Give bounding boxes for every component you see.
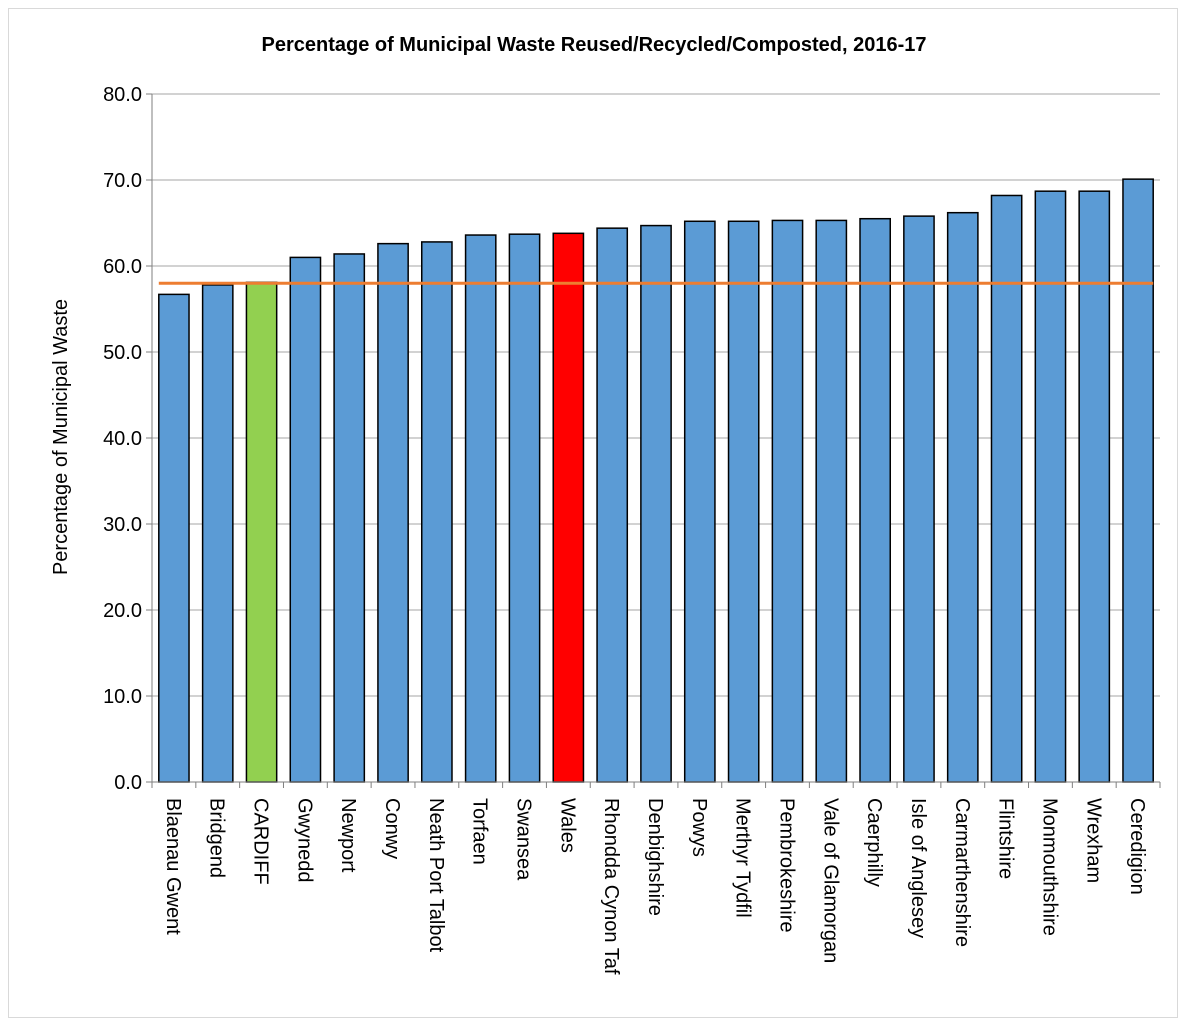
x-tick-label: Bridgend xyxy=(206,798,228,878)
bar-denbighshire xyxy=(640,224,672,783)
bar-swansea xyxy=(508,233,541,783)
x-tick-label: Caerphilly xyxy=(863,798,885,887)
x-tick-label: Neath Port Talbot xyxy=(425,798,447,953)
y-tick-label: 70.0 xyxy=(103,170,142,192)
bar-wales xyxy=(552,232,585,783)
x-tick-label: Pembrokeshire xyxy=(775,798,797,933)
x-tick-label: Denbighshire xyxy=(644,798,666,916)
bar-wrexham xyxy=(1078,190,1111,783)
bar-monmouthshire xyxy=(1034,190,1067,783)
bar-cardiff xyxy=(245,281,278,783)
y-tick-label: 0.0 xyxy=(114,772,142,794)
bar-ceredigion xyxy=(1122,178,1154,783)
bars xyxy=(158,178,1154,783)
bar-powys xyxy=(683,220,716,783)
y-tick-label: 50.0 xyxy=(103,342,142,364)
bar-bridgend xyxy=(201,284,234,783)
x-tick-label: Torfaen xyxy=(469,798,491,865)
x-tick-label: Isle of Anglesey xyxy=(907,798,929,938)
y-axis-label: Percentage of Municipal Waste xyxy=(50,299,72,575)
y-tick-label: 30.0 xyxy=(103,514,142,536)
bar-merthyr-tydfil xyxy=(727,220,760,783)
y-axis-ticks: 0.0 10.0 20.0 30.0 40.0 50.0 60.0 70.0 80.0 xyxy=(103,84,152,794)
x-tick-label: Gwynedd xyxy=(293,798,315,883)
bar-flintshire xyxy=(990,194,1023,783)
bar-neath-port-talbot xyxy=(420,241,453,783)
x-tick-label: Newport xyxy=(337,798,359,873)
bar-newport xyxy=(333,253,366,783)
bar-blaenau-gwent xyxy=(158,293,190,783)
bar-isle-of-anglesey xyxy=(903,215,935,783)
bar-vale-of-glamorgan xyxy=(815,219,848,783)
x-tick-label: Merthyr Tydfil xyxy=(732,798,754,918)
bar-conwy xyxy=(377,242,409,783)
x-tick-label: Powys xyxy=(688,798,710,857)
axes xyxy=(151,94,1161,788)
x-tick-label: Wales xyxy=(556,798,578,853)
x-tick-label: Carmarthenshire xyxy=(951,798,973,947)
y-tick-label: 80.0 xyxy=(103,84,142,106)
bar-rhondda-cynon-taf xyxy=(596,227,629,783)
x-tick-label: Monmouthshire xyxy=(1038,798,1060,936)
bar-pembrokeshire xyxy=(771,219,804,783)
x-tick-label: Rhondda Cynon Taf xyxy=(600,798,622,975)
bar-torfaen xyxy=(464,234,497,783)
category-labels: Blaenau Gwent Bridgend CARDIFF Gwynedd Newpo… xyxy=(162,798,1148,975)
y-tick-label: 10.0 xyxy=(103,686,142,708)
bar-caerphilly xyxy=(859,217,892,783)
x-tick-label: Blaenau Gwent xyxy=(162,798,184,935)
bar-carmarthenshire xyxy=(946,211,979,783)
x-tick-label: Conwy xyxy=(381,798,403,859)
y-tick-label: 20.0 xyxy=(103,600,142,622)
y-tick-label: 60.0 xyxy=(103,256,142,278)
x-tick-label: Ceredigion xyxy=(1126,798,1148,895)
x-tick-label: Flintshire xyxy=(995,798,1017,879)
y-tick-label: 40.0 xyxy=(103,428,142,450)
x-tick-label: Vale of Glamorgan xyxy=(819,798,841,963)
x-tick-label: CARDIFF xyxy=(250,798,272,885)
chart-title: Percentage of Municipal Waste Reused/Rec… xyxy=(261,34,926,56)
x-tick-label: Wrexham xyxy=(1082,798,1104,883)
bar-gwynedd xyxy=(289,256,322,783)
x-tick-label: Swansea xyxy=(513,798,535,881)
